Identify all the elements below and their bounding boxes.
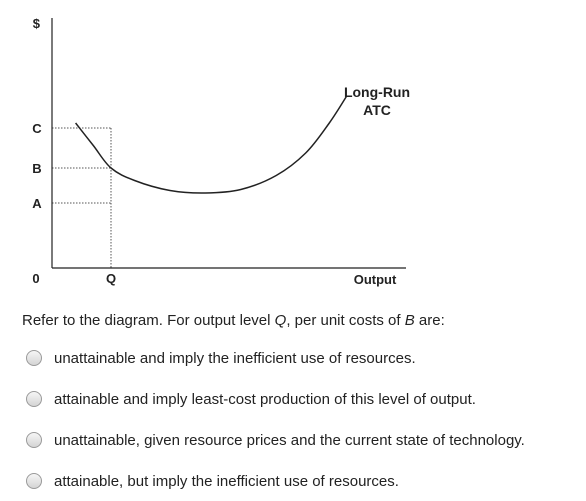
answer-option-label: unattainable and imply the inefficient u…: [54, 349, 416, 367]
answer-option-label: attainable and imply least-cost producti…: [54, 390, 476, 408]
radio-button[interactable]: [26, 350, 42, 366]
y-axis-label: $: [33, 16, 41, 31]
answer-option-label: unattainable, given resource prices and …: [54, 431, 525, 449]
origin-label: 0: [32, 271, 39, 286]
radio-button[interactable]: [26, 391, 42, 407]
y-tick-a: A: [32, 196, 42, 211]
answer-option-3[interactable]: unattainable, given resource prices and …: [26, 429, 525, 451]
long-run-atc-curve: [75, 95, 348, 194]
curve-label-line-1: Long-Run: [344, 84, 410, 100]
tick-labels: A B C Q: [32, 121, 116, 286]
y-tick-c: C: [32, 121, 42, 136]
x-axis-label: Output: [354, 272, 397, 287]
long-run-atc-chart: $ 0 Output A B C Q Long-Run ATC: [32, 16, 410, 287]
answer-option-2[interactable]: attainable and imply least-cost producti…: [26, 388, 476, 410]
radio-button[interactable]: [26, 432, 42, 448]
answer-option-label: attainable, but imply the inefficient us…: [54, 472, 399, 490]
question-var-b: B: [404, 312, 415, 329]
guide-lines: [52, 127, 112, 268]
y-tick-b: B: [32, 161, 41, 176]
x-tick-q: Q: [106, 271, 116, 286]
curve-label-line-2: ATC: [363, 102, 391, 118]
question-var-q: Q: [274, 312, 287, 329]
answer-option-1[interactable]: unattainable and imply the inefficient u…: [26, 347, 416, 369]
axes: [51, 18, 406, 269]
answer-option-4[interactable]: attainable, but imply the inefficient us…: [26, 470, 399, 492]
question-text: Refer to the diagram. For output level Q…: [22, 312, 445, 329]
radio-button[interactable]: [26, 473, 42, 489]
